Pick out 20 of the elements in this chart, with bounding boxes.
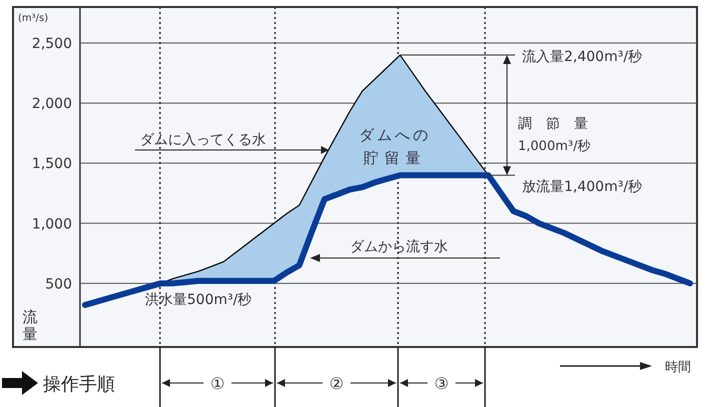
y-tick-label: 500 xyxy=(45,276,72,292)
y-tick-label: 1,500 xyxy=(32,156,72,172)
annotation: 流入量2,400m³/秒 xyxy=(522,49,642,66)
x-axis-title: 時間 xyxy=(665,360,691,375)
y-axis-title: 流量 xyxy=(22,308,38,343)
text: ② xyxy=(329,374,344,393)
text: (m³/s) xyxy=(18,13,48,24)
y-tick-label: 1,000 xyxy=(32,216,72,232)
annotation: ダムへの貯留量 xyxy=(359,126,431,167)
annotation: 洪水量500m³/秒 xyxy=(145,292,252,308)
text: ① xyxy=(210,374,225,393)
y-tick-label: 2,500 xyxy=(32,36,72,52)
annotation: 1,000m³/秒 xyxy=(518,139,590,154)
annotation: ダムに入ってくる水 xyxy=(140,132,266,148)
text: ③ xyxy=(434,374,449,393)
annotation: ダムから流す水 xyxy=(350,239,448,255)
annotation: 調 節 量 xyxy=(518,116,588,132)
text: 操作手順 xyxy=(43,374,115,395)
annotation: 放流量1,400m³/秒 xyxy=(522,179,642,196)
y-tick-label: 2,000 xyxy=(32,96,72,112)
